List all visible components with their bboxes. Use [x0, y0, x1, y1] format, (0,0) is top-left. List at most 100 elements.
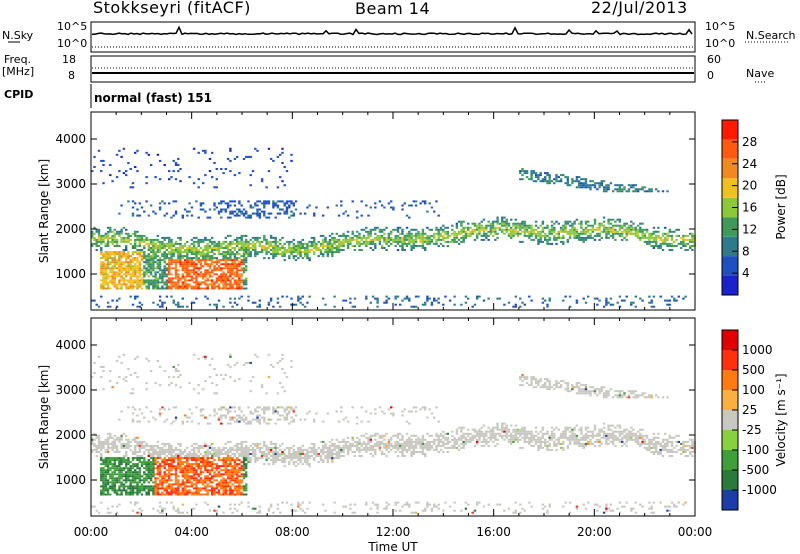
velocity-cell [226, 453, 230, 455]
power-cell [213, 267, 216, 270]
power-cell [113, 271, 116, 274]
power-cell [168, 202, 171, 205]
power-cell [215, 249, 218, 251]
velocity-cell [149, 448, 153, 451]
velocity-cell [152, 416, 155, 419]
velocity-cell [163, 489, 166, 492]
power-cell [593, 220, 597, 223]
power-cell [650, 190, 653, 193]
velocity-cell [100, 453, 103, 455]
velocity-cell [242, 485, 246, 488]
velocity-cell [122, 487, 126, 490]
power-cell [587, 224, 590, 227]
power-cell [170, 257, 173, 260]
power-cell [134, 281, 137, 284]
velocity-cell [111, 442, 114, 445]
power-cell [641, 299, 644, 302]
velocity-cell [161, 448, 164, 451]
power-cell [233, 200, 237, 203]
power-cell [369, 238, 372, 241]
velocity-cell [154, 487, 157, 490]
power-cell [670, 245, 674, 247]
power-cell [109, 255, 112, 258]
velocity-cell [226, 477, 230, 480]
power-cell [292, 247, 295, 249]
power-cell [172, 159, 175, 162]
power-cell [691, 232, 694, 235]
power-cell [229, 159, 232, 162]
power-cell [143, 261, 146, 264]
power-cell [233, 275, 237, 278]
velocity-cell [158, 467, 162, 470]
power-cell [129, 234, 132, 237]
power-cell [115, 259, 119, 262]
power-cell [652, 232, 656, 235]
velocity-cell [177, 507, 180, 510]
velocity-cell [192, 491, 196, 494]
velocity-cell [120, 442, 123, 445]
velocity-cell [138, 489, 141, 492]
power-cell [460, 240, 463, 243]
power-cell [136, 249, 139, 251]
power-cell [566, 230, 569, 233]
velocity-cell [213, 459, 216, 462]
power-cell [691, 249, 694, 251]
power-cell [199, 240, 203, 243]
power-cell [113, 285, 116, 288]
power-cell [272, 255, 275, 258]
power-cell [208, 265, 212, 268]
power-cell [222, 253, 225, 256]
power-cell [648, 232, 651, 235]
power-cell [288, 247, 291, 249]
power-cell [165, 269, 169, 272]
velocity-cell [161, 446, 164, 449]
velocity-cell [136, 376, 139, 379]
power-cell [630, 186, 633, 189]
velocity-cell [129, 493, 132, 496]
power-cell [183, 249, 187, 251]
velocity-cell [208, 471, 212, 474]
power-cell [170, 242, 173, 245]
power-cell [505, 222, 508, 225]
velocity-cell [274, 453, 277, 455]
power-cell [682, 238, 685, 241]
power-cell [313, 245, 316, 247]
power-cell [516, 222, 520, 225]
power-cell [396, 226, 400, 229]
power-cell [163, 301, 166, 304]
power-cell [666, 190, 669, 193]
velocity-cell [156, 485, 160, 488]
power-cell [385, 226, 388, 229]
velocity-cell [136, 473, 139, 476]
power-cell [351, 232, 354, 235]
velocity-cell [149, 473, 153, 476]
power-cell [279, 153, 282, 156]
power-cell [439, 232, 443, 235]
velocity-cell [242, 440, 246, 443]
power-cell [666, 232, 669, 235]
velocity-cell [152, 507, 155, 510]
power-cell [215, 261, 218, 264]
power-cell [233, 214, 237, 217]
velocity-cell [263, 455, 266, 457]
velocity-cell [224, 463, 227, 466]
velocity-cell [283, 453, 286, 455]
velocity-cell [208, 461, 212, 464]
velocity-cell [272, 455, 275, 457]
power-cell [634, 305, 637, 308]
velocity-cell [168, 446, 171, 449]
power-cell [689, 238, 692, 241]
velocity-cell [165, 442, 169, 445]
velocity-cell [188, 477, 191, 480]
velocity-cell [154, 467, 157, 470]
power-cell [385, 236, 388, 239]
power-cell [598, 224, 601, 227]
velocity-cell [208, 469, 212, 472]
power-cell [555, 178, 558, 181]
velocity-cell [204, 444, 207, 447]
power-cell [464, 295, 468, 298]
power-cell [471, 232, 474, 235]
power-cell [125, 240, 128, 243]
velocity-cell [192, 448, 196, 451]
power-cell [197, 259, 200, 262]
